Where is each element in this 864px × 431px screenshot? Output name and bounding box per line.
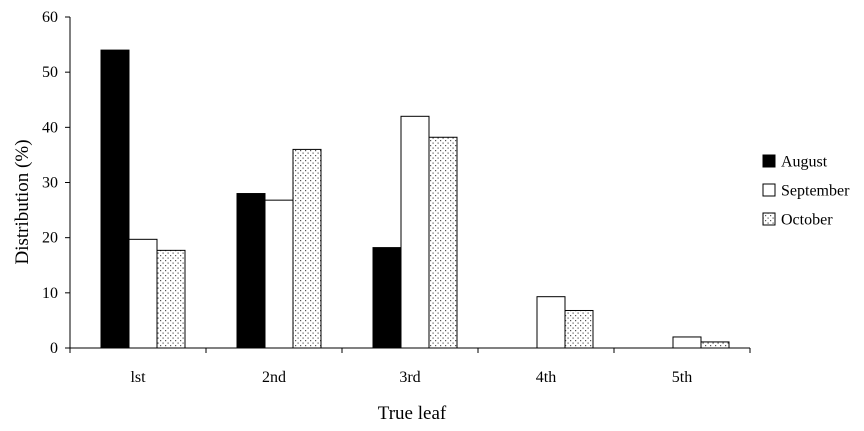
y-tick-label: 20	[42, 230, 58, 247]
x-tick-label: 4th	[536, 369, 556, 386]
x-tick-label: 5th	[672, 369, 692, 386]
bar-october-4	[564, 309, 594, 349]
x-tick-label: 3rd	[399, 369, 420, 386]
x-tick-label: 2nd	[262, 369, 286, 386]
bar-august-3	[372, 247, 402, 349]
legend-label-september: September	[781, 183, 850, 200]
bar-september-5	[672, 336, 702, 349]
legend-swatch-august	[762, 154, 776, 168]
bar-august-1	[100, 49, 130, 349]
legend-label-october: October	[781, 212, 833, 229]
y-tick-label: 30	[42, 175, 58, 192]
tick-labels: 0 10 20 30 40 50 60 lst 2nd 3rd 4th 5th	[42, 9, 692, 386]
bar-september-4	[536, 296, 566, 349]
bar-october-2	[292, 148, 322, 349]
legend-swatch-september	[762, 183, 776, 197]
bar-october-1	[156, 249, 186, 349]
bar-september-1	[128, 238, 158, 349]
bar-september-2	[264, 199, 294, 349]
y-tick-label: 50	[42, 64, 58, 81]
y-tick-label: 0	[50, 340, 58, 357]
legend-label-august: August	[781, 154, 828, 171]
y-tick-label: 40	[42, 119, 58, 136]
bar-august-2	[236, 193, 266, 349]
y-axis-title: Distribution (%)	[12, 139, 33, 264]
bars	[100, 49, 730, 349]
y-tick-label: 10	[42, 285, 58, 302]
x-tick-label: lst	[130, 369, 146, 386]
bar-october-3	[428, 136, 458, 349]
y-tick-label: 60	[42, 9, 58, 26]
x-axis-title: True leaf	[378, 403, 447, 424]
bar-october-5	[700, 341, 730, 349]
bar-september-3	[400, 115, 430, 349]
legend: August September October	[762, 154, 850, 229]
legend-swatch-october	[762, 212, 776, 226]
